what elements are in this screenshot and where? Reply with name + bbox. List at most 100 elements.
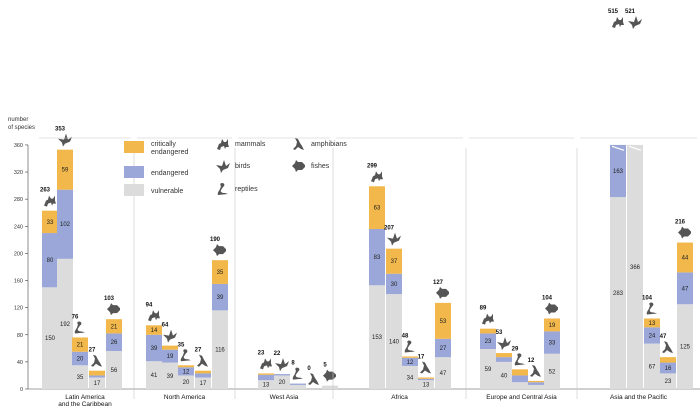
bar-segment-vulnerable xyxy=(72,365,88,389)
reptiles-icon xyxy=(404,340,415,353)
bar-segment-critically xyxy=(89,370,105,376)
segment-value-label: 59 xyxy=(485,367,492,373)
bird-icon xyxy=(216,160,230,173)
segment-value-label: 19 xyxy=(549,323,556,329)
bar-segment-endangered xyxy=(72,351,88,366)
bar-segment-critically xyxy=(195,370,211,374)
legend-icon xyxy=(216,160,230,173)
segment-value-label: 13 xyxy=(423,383,430,389)
bar-total-label: 27 xyxy=(195,348,202,354)
bar-stack: 140 30 37 207 xyxy=(384,226,402,389)
bar-segment-endangered xyxy=(480,333,496,349)
bar-segment-endangered xyxy=(435,338,451,358)
bar-group-icon xyxy=(163,329,177,343)
bar-segment-critically xyxy=(677,242,693,273)
segment-value-label: 27 xyxy=(440,346,447,352)
bar-stack: 366 521 xyxy=(625,9,643,389)
bar-segment-endangered xyxy=(258,374,274,381)
bar-total-label: 5 xyxy=(323,363,327,369)
bar-segment-endangered xyxy=(528,382,544,385)
bar-segment-vulnerable xyxy=(660,373,676,389)
segment-value-label: 23 xyxy=(485,339,492,345)
bar-segment-vulnerable xyxy=(42,287,58,389)
segment-value-label: 153 xyxy=(372,335,383,341)
bar-segment-endangered xyxy=(212,283,228,311)
segment-value-label: 59 xyxy=(62,168,69,174)
bar-segment-vulnerable xyxy=(435,357,451,389)
bar-segment-vulnerable xyxy=(512,382,528,389)
bar-group-icon xyxy=(646,302,657,315)
bar-group-icon xyxy=(530,364,541,377)
bar-segment-vulnerable xyxy=(258,380,274,389)
segment-value-label: 14 xyxy=(151,328,158,334)
bar-stack: 41 39 14 94 xyxy=(146,302,162,389)
segment-value-label: 26 xyxy=(111,340,118,346)
bar-group-icon xyxy=(91,354,102,367)
bar-group-icon xyxy=(514,353,525,366)
fishes-icon xyxy=(323,369,336,382)
bar-stack: 35 20 21 76 xyxy=(72,314,88,389)
legend: criticallyendangeredendangeredvulnerable… xyxy=(124,138,347,196)
y-tick-label: 320 xyxy=(14,170,23,176)
y-axis-label-line-1: number xyxy=(8,117,28,123)
mammals-icon xyxy=(482,313,494,325)
bar-segment-endangered xyxy=(57,189,73,259)
bar-segment-endangered xyxy=(369,228,385,286)
bar-total-label: 23 xyxy=(258,350,265,356)
segment-value-label: 35 xyxy=(217,270,224,276)
bar-group-icon xyxy=(44,195,56,207)
segment-value-label: 33 xyxy=(47,220,54,226)
segment-value-label: 39 xyxy=(217,295,224,301)
bar-segment-critically xyxy=(496,353,512,358)
legend-icon xyxy=(292,160,305,172)
bar-stack: 125 47 44 216 xyxy=(675,220,693,389)
bar-total-label: 76 xyxy=(72,314,79,320)
region-group: Africa xyxy=(332,137,463,401)
bar-stack: 116 39 35 190 xyxy=(210,237,228,389)
amphibians-icon xyxy=(308,373,319,385)
bar-total-label: 27 xyxy=(89,348,96,354)
region-label: and the Caribbean xyxy=(58,401,112,408)
bar-segment-vulnerable xyxy=(290,384,306,389)
bar-segment-critically xyxy=(212,260,228,284)
bar-segment-critically xyxy=(162,345,178,350)
bar-segment-critically xyxy=(418,377,434,379)
bars: 1508033263192102593533520217617275626211… xyxy=(39,9,697,408)
bar-segment-vulnerable xyxy=(610,197,626,389)
bar-total-label: 35 xyxy=(178,342,185,348)
birds-icon xyxy=(497,337,511,351)
segment-value-label: 116 xyxy=(215,348,225,354)
segment-value-label: 150 xyxy=(45,336,56,342)
bar-segment-endangered xyxy=(544,331,560,354)
segment-value-label: 53 xyxy=(440,319,447,325)
bar-total-label: 22 xyxy=(274,351,281,357)
bar-segment-endangered xyxy=(146,334,162,362)
bar-group-icon xyxy=(308,373,319,385)
bar-stack: 12 xyxy=(528,358,544,389)
region-group: West Asia xyxy=(234,137,330,401)
bar-segment-endangered xyxy=(386,273,402,295)
segment-value-label: 40 xyxy=(501,373,508,379)
bar-stack: 0 xyxy=(307,366,319,385)
bar-segment-vulnerable xyxy=(212,310,228,389)
bar-segment-critically xyxy=(644,318,660,328)
bar-stack: 13 17 xyxy=(418,354,434,389)
legend-icon xyxy=(217,183,228,195)
bar-total-label: 64 xyxy=(162,323,169,329)
bar-segment-critically xyxy=(402,356,418,358)
bar-stack: 5 xyxy=(322,363,338,389)
bar-group-icon xyxy=(371,171,383,183)
bar-total-label: 104 xyxy=(642,295,653,301)
bar-segment-endangered xyxy=(677,272,693,305)
bar-total-label: 353 xyxy=(55,127,66,133)
bar-group-icon xyxy=(420,361,431,374)
segment-value-label: 47 xyxy=(682,286,689,292)
segment-value-label: 83 xyxy=(374,255,381,261)
bar-segment-critically xyxy=(42,210,58,234)
bar-total-label: 216 xyxy=(675,220,686,226)
legend-label: critically xyxy=(151,141,176,148)
